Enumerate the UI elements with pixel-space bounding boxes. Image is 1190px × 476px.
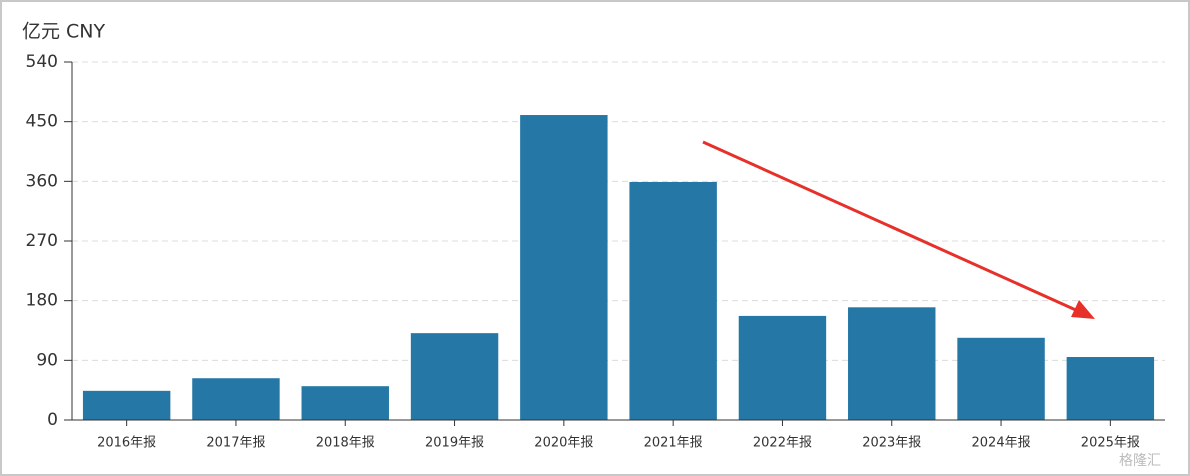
x-tick-label: 2025年报: [1081, 436, 1140, 451]
y-tick-label: 0: [47, 410, 58, 430]
x-tick-label: 2022年报: [753, 436, 812, 451]
bar: [848, 307, 936, 420]
y-tick-label: 540: [26, 52, 58, 72]
bar: [520, 115, 608, 420]
x-tick-label: 2021年报: [644, 436, 703, 451]
bar: [629, 181, 717, 420]
plot: 0 90 180 270 360 450 540 2016年报 2017年报 2018年报 2019…: [26, 52, 1165, 451]
arrow-line: [702, 140, 1079, 313]
bar: [957, 337, 1045, 420]
bar: [192, 378, 280, 420]
x-tick-label: 2019年报: [425, 436, 484, 451]
bar: [301, 386, 389, 420]
x-tick-label: 2018年报: [316, 436, 375, 451]
y-tick-label: 360: [26, 171, 58, 191]
bar: [410, 333, 499, 420]
y-tick-label: 90: [36, 350, 58, 370]
x-tick-label: 2017年报: [206, 436, 265, 451]
bar: [82, 390, 171, 420]
x-tick-label: 2020年报: [534, 436, 593, 451]
arrow-head: [1071, 300, 1095, 319]
arrow: [702, 140, 1095, 319]
y-tick-label: 450: [26, 112, 58, 132]
x-tick-label: 2023年报: [862, 436, 921, 451]
y-tick-label: 180: [26, 291, 58, 311]
x-tick-label: 2016年报: [97, 436, 156, 451]
watermark: 格隆汇: [1119, 453, 1161, 469]
bar: [1066, 357, 1155, 420]
x-tick-label: 2024年报: [972, 436, 1031, 451]
bar: [738, 315, 827, 420]
y-tick-label: 270: [26, 231, 58, 251]
y-axis-label: 亿元 CNY: [22, 21, 106, 43]
